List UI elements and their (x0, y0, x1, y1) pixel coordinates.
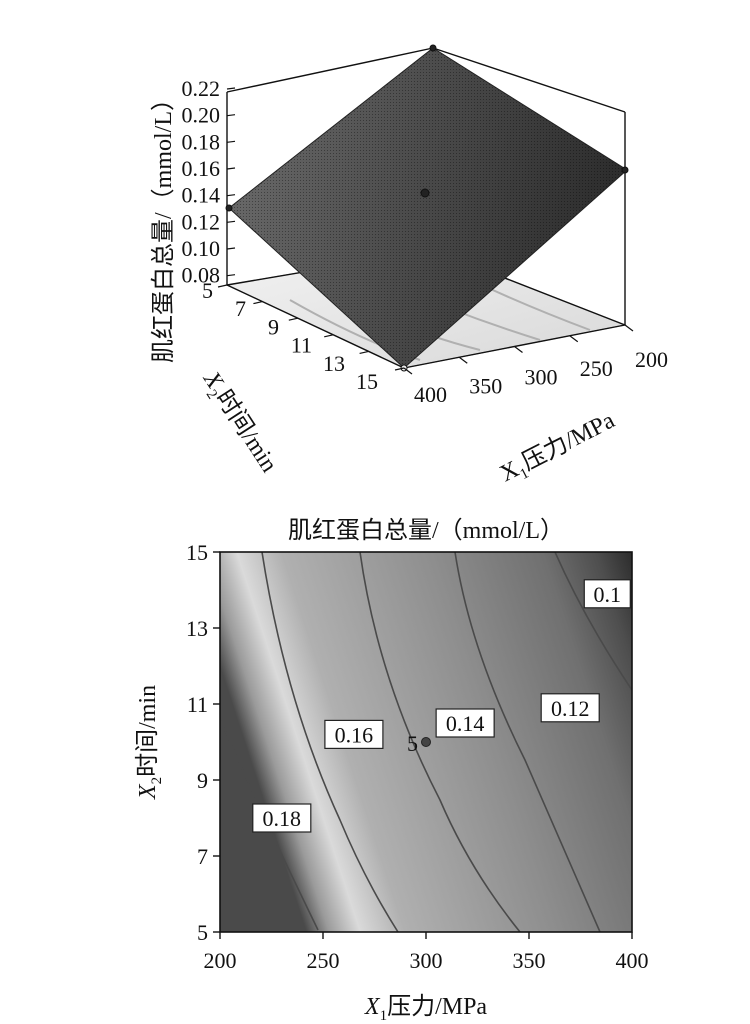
surface-plot: 0.080.100.120.140.160.180.200.22 579 11 13… (150, 44, 668, 490)
surface-z-label: 肌红蛋白总量/（mmol/L） (150, 87, 177, 363)
surface-x-tick-mark (514, 346, 523, 353)
surface-y-tick-mark (394, 367, 405, 371)
surface-x-label: X1压力/MPa (495, 406, 621, 490)
contour-label-text: 0.14 (446, 711, 485, 736)
surface-x-tick-mark (624, 324, 634, 332)
contour-level-label: 0.16 (324, 719, 384, 750)
contour-label-text: 0.18 (263, 806, 302, 831)
surface-z-tick-label: 0.22 (182, 76, 221, 101)
surface-z-tick-mark (226, 140, 236, 143)
surface-x-tick-label: 350 (469, 373, 502, 398)
surface-z-tick-mark (226, 194, 236, 197)
surface-z-tick-mark (226, 247, 236, 250)
surface-y-tick-label: 7 (235, 296, 246, 321)
contour-plot: 肌红蛋白总量/（mmol/L） 0.18 0.16 0.14 0.12 0.1 5 20… (134, 517, 649, 1024)
surface-z-tick-mark (226, 274, 236, 277)
surface-z-tick-mark (226, 87, 236, 90)
surface-y-label: X2时间/min (194, 366, 283, 479)
surface-design-point (621, 166, 629, 174)
surface-z-tick-label: 0.08 (182, 263, 221, 288)
contour-x-label-sub: 1 (380, 1008, 388, 1024)
surface-z-tick-label: 0.18 (182, 129, 221, 154)
contour-y-tick-label: 15 (186, 540, 208, 565)
contour-x-label-text: 压力/MPa (387, 993, 487, 1020)
contour-x-tick-label: 300 (410, 948, 443, 973)
surface-design-point (225, 204, 233, 212)
surface-y-tick-label: 11 (291, 333, 312, 358)
contour-level-label: 0.12 (540, 693, 600, 723)
contour-label-text: 0.12 (551, 696, 590, 721)
contour-label-text: 0.1 (594, 582, 622, 607)
contour-y-tick-label: 13 (186, 616, 208, 641)
surface-z-tick-label: 0.20 (182, 103, 221, 128)
surface-z-tick-label: 0.14 (182, 183, 221, 208)
contour-x-tick-label: 400 (616, 948, 649, 973)
contour-level-label: 0.1 (583, 579, 631, 609)
contour-y-label-text: 时间/min (134, 685, 161, 777)
surface-x-tick-mark (458, 356, 468, 364)
contour-x-label: X1压力/MPa (364, 993, 488, 1024)
contour-y-tick-label: 5 (197, 920, 208, 945)
surface-x-label-text: 压力/MPa (518, 406, 620, 476)
surface-z-tick-mark (226, 167, 236, 170)
surface-x-tick-label: 250 (580, 356, 613, 381)
surface-design-point (420, 188, 430, 198)
contour-level-label: 0.14 (435, 708, 495, 738)
surface-x-tick-label: 300 (525, 365, 558, 390)
contour-y-label: X2时间/min (134, 685, 165, 800)
contour-label-text: 0.16 (335, 722, 374, 747)
surface-y-tick-label: 13 (323, 351, 345, 376)
surface-z-tick-label: 0.10 (182, 236, 221, 261)
contour-label-box (583, 579, 631, 609)
surface-z-tick-mark (226, 220, 236, 223)
contour-x-label-var: X (364, 994, 381, 1020)
contour-label-box (252, 803, 312, 833)
surface-x-tick-mark (403, 367, 413, 375)
surface-x-tick-label: 200 (635, 347, 668, 372)
surface-mesh (229, 48, 627, 368)
surface-x-tick-mark (569, 335, 579, 343)
surface-z-tick-label: 0.16 (182, 156, 221, 181)
contour-label-box (435, 708, 495, 738)
surface-y-tick-mark (253, 301, 263, 305)
surface-y-tick-mark (359, 350, 369, 354)
contour-lines (220, 552, 632, 932)
surface-z-tick-mark (226, 114, 236, 117)
contour-level-label: 0.18 (252, 803, 312, 833)
surface-design-point (429, 44, 437, 52)
surface-y-tick-mark (288, 317, 298, 321)
contour-title: 肌红蛋白总量/（mmol/L） (288, 517, 564, 544)
contour-label-box (324, 719, 384, 750)
surface-y-tick-label: 9 (268, 314, 279, 339)
contour-x-tick-label: 200 (204, 948, 237, 973)
surface-y-tick-label: 5 (202, 278, 213, 303)
surface-y-tick-mark (324, 334, 334, 338)
contour-label-box (540, 693, 600, 723)
contour-y-label-sub: 2 (149, 777, 165, 785)
contour-x-tick-label: 350 (513, 948, 546, 973)
surface-x-tick-label: 400 (414, 382, 447, 407)
center-design-point (421, 737, 431, 747)
contour-y-tick-label: 7 (197, 844, 208, 869)
surface-z-tick-label: 0.12 (182, 209, 221, 234)
surface-y-label-text: 时间/min (210, 385, 283, 477)
contour-x-tick-label: 250 (307, 948, 340, 973)
center-point-count: 5 (407, 731, 418, 756)
surface-y-tick-label: 15 (356, 369, 378, 394)
surface-y-tick-mark (217, 284, 228, 288)
contour-y-tick-label: 9 (197, 768, 208, 793)
contour-y-label-var: X (135, 783, 161, 800)
contour-y-tick-label: 11 (187, 692, 208, 717)
